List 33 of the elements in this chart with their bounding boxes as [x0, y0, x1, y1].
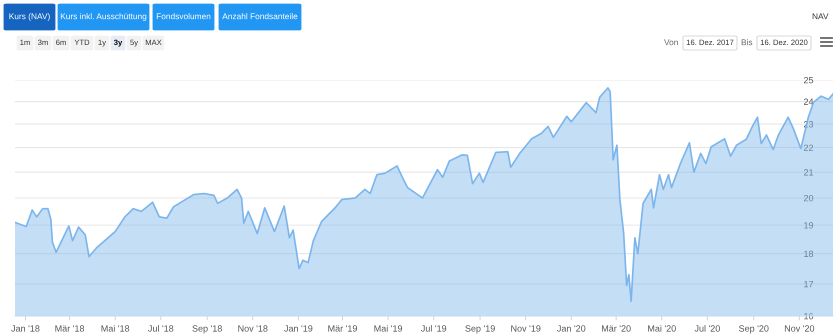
text: Kurs inkl. Ausschüttung: [60, 13, 146, 21]
y-tick-label: 25: [804, 76, 814, 84]
text: Von: [664, 39, 678, 46]
text: Anzahl Fondsanteile: [222, 13, 298, 20]
x-tick-label: Sep '18: [192, 325, 222, 334]
x-tick-label: Sep '20: [738, 325, 769, 334]
text: Bis: [742, 39, 752, 46]
x-tick-label: Mär '20: [602, 325, 631, 332]
y-tick-label: 20: [804, 194, 814, 202]
x-tick-label: Jan '18: [11, 325, 40, 332]
x-tick-label: Jul '20: [694, 325, 720, 332]
y-tick-label: 18: [804, 250, 814, 258]
x-tick-label: Jan '20: [557, 325, 586, 332]
x-tick-label: Sep '19: [465, 325, 495, 334]
y-tick-label: 17: [804, 281, 814, 288]
y-tick-label: 19: [804, 222, 814, 228]
x-tick-label: Mär '18: [55, 325, 84, 332]
text: Kurs (NAV): [9, 13, 50, 21]
x-tick-label: Mai '20: [648, 325, 676, 332]
x-tick-label: Nov '18: [238, 325, 268, 332]
text: Fondsvolumen: [156, 13, 210, 20]
x-tick-label: Jul '18: [148, 325, 174, 332]
x-tick-label: Nov '20: [784, 325, 814, 332]
x-tick-label: Jan '19: [284, 325, 312, 332]
y-tick-label: 22: [804, 144, 814, 151]
x-tick-label: Mai '19: [374, 325, 402, 332]
x-tick-label: Mär '19: [328, 325, 357, 332]
x-tick-label: Jul '19: [420, 325, 446, 332]
x-tick-label: Nov '19: [511, 325, 540, 332]
y-tick-label: 21: [804, 169, 814, 176]
y-tick-label: 24: [804, 98, 814, 105]
x-tick-label: Mai '18: [102, 325, 130, 332]
text: NAV: [812, 13, 828, 20]
